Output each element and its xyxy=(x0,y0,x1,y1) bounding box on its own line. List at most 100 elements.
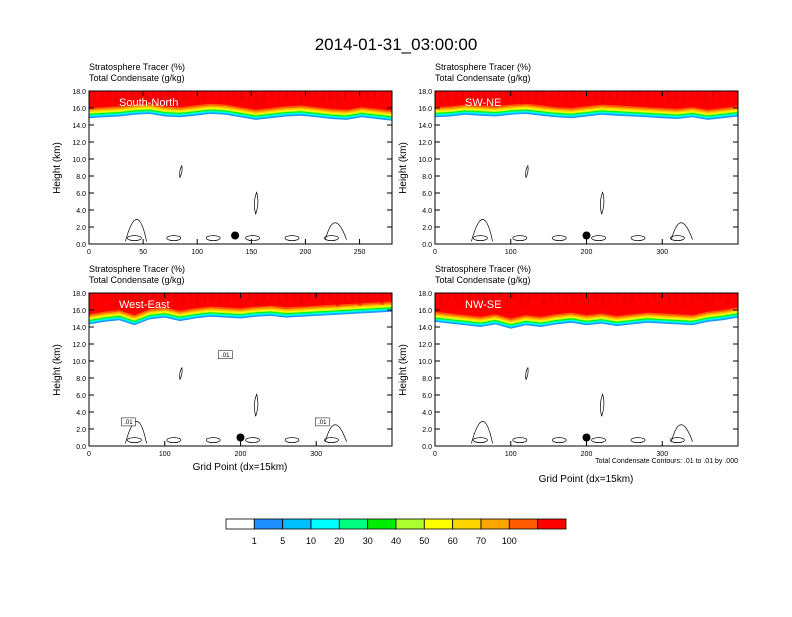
tracer-streak xyxy=(542,91,546,104)
colorbar-box xyxy=(225,518,255,530)
tracer-streak xyxy=(601,91,605,105)
colorbar-box xyxy=(253,518,284,530)
tracer-streak xyxy=(726,91,730,103)
location-marker xyxy=(582,231,591,240)
tracer-streak xyxy=(299,91,303,103)
y-tick-label: 4.0 xyxy=(422,208,432,215)
tracer-streak xyxy=(144,293,148,302)
tracer-streak xyxy=(351,293,355,300)
x-tick-label: 200 xyxy=(300,249,312,256)
location-marker xyxy=(582,433,591,442)
tracer-streak xyxy=(174,293,178,307)
tracer-streak xyxy=(675,293,678,301)
contour-label-box xyxy=(121,417,136,427)
y-tick-label: 14.0 xyxy=(418,325,432,332)
tracer-streak xyxy=(255,91,259,105)
tracer-streak xyxy=(711,91,715,101)
colorbar-label: 10 xyxy=(306,536,316,546)
colorbar-box xyxy=(367,518,397,530)
panel-3: West-East .01 .01 .01 0.0 2.0 4.0 6.0 8.0 10.0 12.… xyxy=(72,291,393,458)
tracer-streak xyxy=(453,293,457,300)
tracer-streak xyxy=(667,293,671,305)
tracer-streak xyxy=(542,293,546,306)
colorbar-label: 5 xyxy=(280,536,285,546)
tracer-streak xyxy=(174,91,178,105)
y-tick-label: 14.0 xyxy=(72,123,86,130)
condensate-contour xyxy=(324,235,339,241)
tracer-streak xyxy=(593,293,597,301)
tracer-streak xyxy=(225,91,229,100)
condensate-contour xyxy=(127,235,142,241)
y-tick-label: 8.0 xyxy=(76,174,86,181)
tracer-streak xyxy=(616,91,619,98)
condensate-contour xyxy=(205,437,221,443)
tracer-streak xyxy=(446,293,450,304)
tracer-streak xyxy=(122,91,126,101)
panel-title: South-North xyxy=(119,97,178,109)
tracer-streak xyxy=(211,293,214,299)
location-marker xyxy=(236,433,245,442)
tracer-streak xyxy=(284,293,288,303)
colorbar-box xyxy=(423,518,453,530)
tracer-streak xyxy=(262,91,266,102)
tracer-streak xyxy=(534,91,538,98)
condensate-contour xyxy=(125,421,147,444)
panel-4: NW-SE 0.0 2.0 4.0 6.0 8.0 10.0 12.0 14.0 16.0 18.0… xyxy=(418,291,739,458)
condensate-contour xyxy=(179,164,183,178)
y-tick-label: 4.0 xyxy=(76,410,86,417)
tracer-streak xyxy=(446,91,450,102)
y-tick-label: 18.0 xyxy=(418,291,432,298)
tracer-streak xyxy=(100,293,104,304)
tracer-streak xyxy=(571,293,575,302)
tracer-streak xyxy=(483,91,487,103)
tracer-streak xyxy=(719,293,723,299)
y-tick-label: 0.0 xyxy=(422,444,432,451)
tracer-streak xyxy=(336,91,340,105)
y-tick-label: 6.0 xyxy=(422,393,432,400)
tracer-streak xyxy=(336,293,340,307)
tracer-streak xyxy=(188,293,192,300)
tracer-streak xyxy=(351,91,355,98)
condensate-contour xyxy=(166,235,182,241)
tracer-streak xyxy=(321,293,325,305)
colorbar-label: 30 xyxy=(363,536,373,546)
panel-1-label-condensate: Total Condensate (g/kg) xyxy=(89,73,185,83)
tracer-streak xyxy=(475,91,479,97)
tracer-streak xyxy=(225,293,229,302)
colorbar-box xyxy=(310,518,340,530)
tracer-streak xyxy=(704,91,708,104)
tracer-streak xyxy=(277,91,281,104)
condensate-contour xyxy=(245,437,260,443)
tracer-streak xyxy=(196,91,200,104)
tracer-streak xyxy=(682,293,686,307)
x-tick-label: 0 xyxy=(87,249,91,256)
y-tick-label: 0.0 xyxy=(76,242,86,249)
condensate-contour xyxy=(325,424,347,442)
condensate-contour xyxy=(670,437,685,443)
y-tick-label: 10.0 xyxy=(418,157,432,164)
tracer-streak xyxy=(107,91,111,98)
panel-3-label-condensate: Total Condensate (g/kg) xyxy=(89,275,185,285)
condensate-contour xyxy=(166,437,182,443)
condensate-contour xyxy=(325,222,347,240)
tracer-streak xyxy=(549,293,553,303)
y-tick-label: 6.0 xyxy=(422,191,432,198)
panel-1-ylabel: Height (km) xyxy=(52,142,63,194)
condensate-contour xyxy=(324,437,339,443)
x-tick-label: 100 xyxy=(159,451,171,458)
tracer-streak xyxy=(188,91,192,98)
condensate-contour xyxy=(600,393,605,417)
condensate-contour xyxy=(471,219,493,242)
tracer-streak xyxy=(233,91,237,97)
tracer-streak xyxy=(380,293,384,305)
tracer-streak xyxy=(100,91,104,102)
tracer-streak xyxy=(115,91,119,104)
panel-2-ylabel: Height (km) xyxy=(398,142,409,194)
condensate-contour xyxy=(125,219,147,242)
y-tick-label: 10.0 xyxy=(72,359,86,366)
condensate-contour xyxy=(671,424,693,442)
tracer-streak xyxy=(704,293,708,306)
tracer-streak xyxy=(468,91,472,101)
